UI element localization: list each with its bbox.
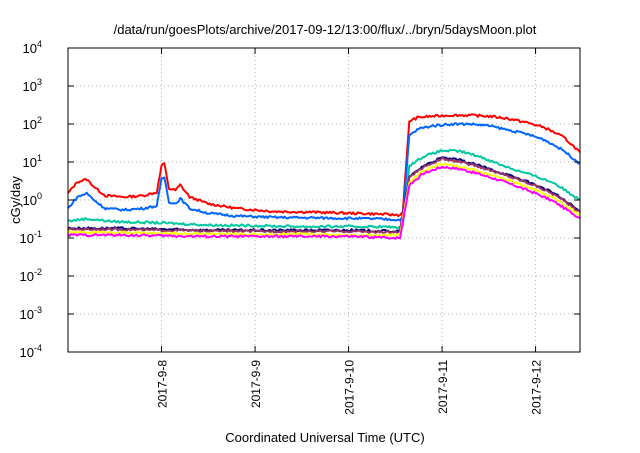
y-tick-exponent: 2 (37, 115, 42, 125)
series-line-4 (67, 157, 581, 235)
series-group (67, 113, 581, 240)
x-tick-label: 2017-9-11 (436, 360, 450, 414)
y-tick-label: 102 (23, 115, 42, 132)
x-axis-label: Coordinated Universal Time (UTC) (225, 430, 424, 445)
y-tick-exponent: 1 (37, 153, 42, 163)
y-tick-exponent: 0 (37, 191, 42, 201)
y-tick-label: 10-3 (20, 305, 42, 322)
y-tick-label: 104 (23, 39, 42, 56)
y-tick-label: 103 (23, 77, 42, 94)
y-tick-exponent: 3 (37, 77, 42, 87)
grid-lines (68, 48, 580, 352)
series-line-0 (67, 113, 581, 218)
chart-title: /data/run/goesPlots/archive/2017-09-12/1… (114, 22, 537, 37)
series-line-3 (67, 156, 581, 233)
y-tick-label: 10-2 (20, 267, 42, 284)
x-tick-label: 2017-9-9 (249, 360, 263, 408)
series-line-1 (67, 122, 581, 222)
x-tick-label: 2017-9-12 (530, 360, 544, 415)
y-tick-label: 10-1 (20, 229, 42, 246)
y-tick-label: 101 (23, 153, 42, 170)
y-tick-label: 100 (23, 191, 42, 208)
x-tick-label: 2017-9-8 (156, 360, 170, 408)
x-tick-labels: 2017-9-8 2017-9-9 2017-9-10 2017-9-11 2017-9… (156, 48, 544, 415)
x-tick-label: 2017-9-10 (343, 360, 357, 415)
y-tick-exponent: -1 (34, 229, 42, 239)
y-tick-exponent: 4 (37, 39, 42, 49)
y-tick-exponent: -3 (34, 305, 42, 315)
series-line-6 (67, 165, 581, 240)
series-line-2 (67, 149, 581, 230)
y-tick-label: 10-4 (20, 343, 42, 360)
y-tick-exponent: -2 (34, 267, 42, 277)
y-tick-exponent: -4 (34, 343, 42, 353)
y-axis-label: cGy/day (8, 176, 23, 224)
